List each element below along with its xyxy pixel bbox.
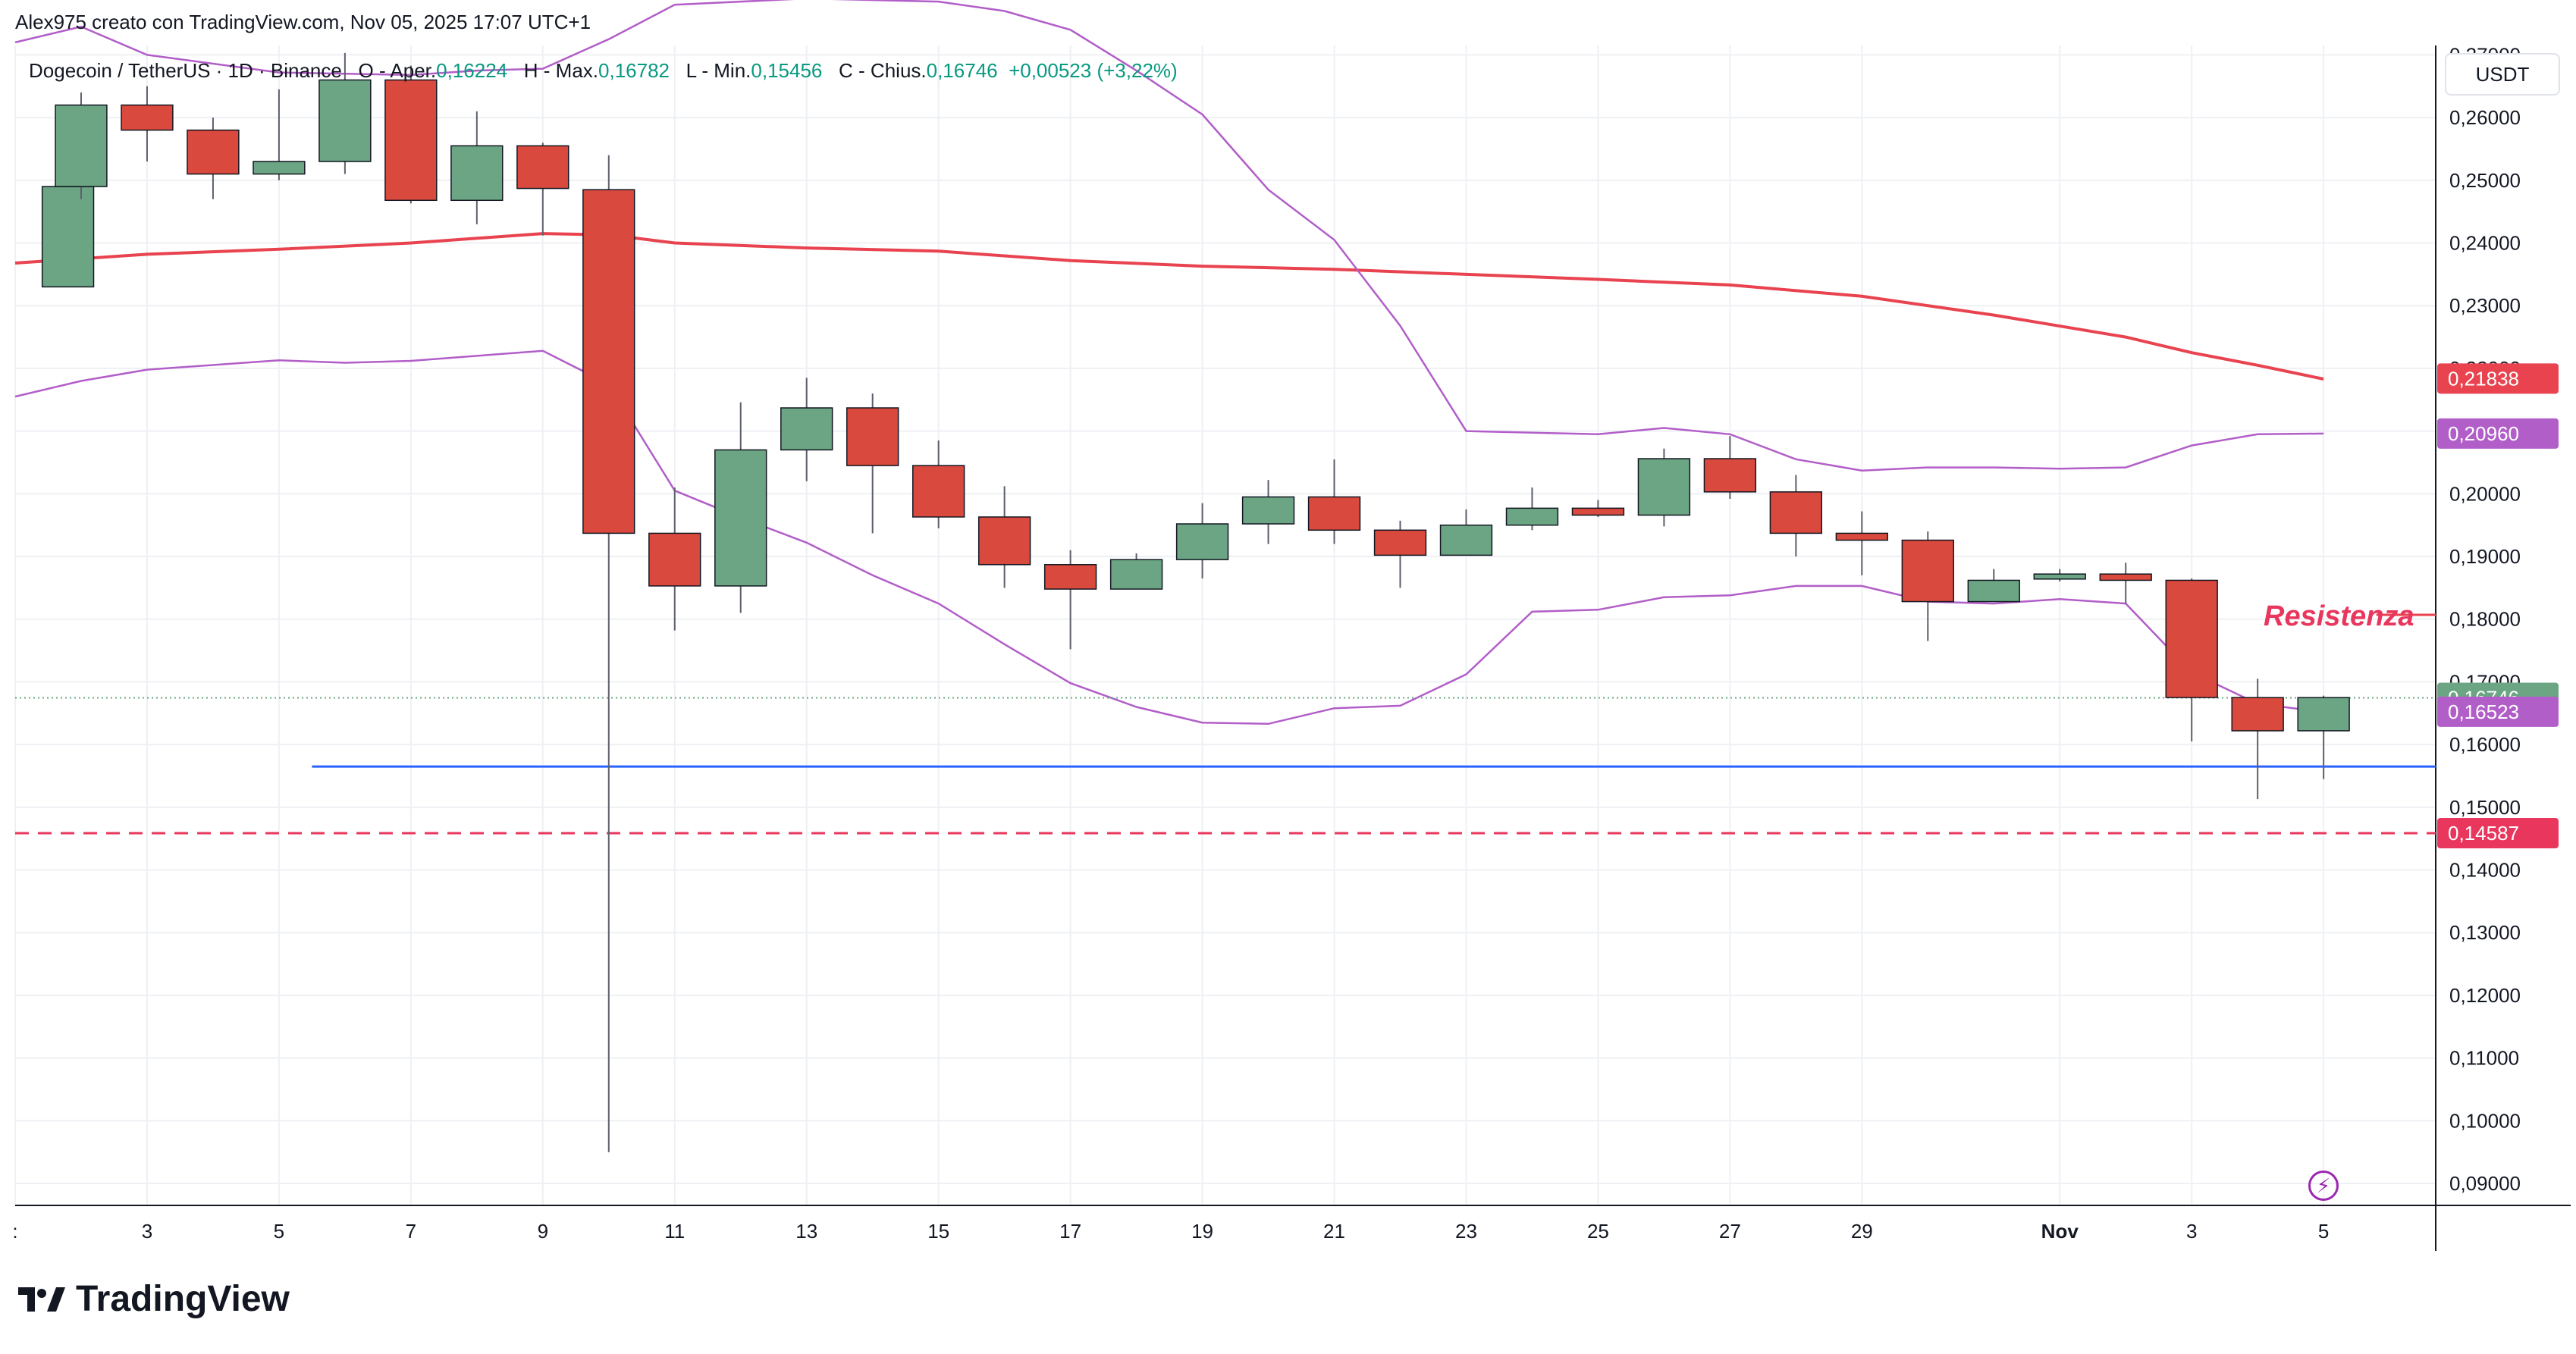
candle-body (1769, 491, 1823, 534)
time-tick-label: 23 (1455, 1220, 1477, 1243)
candle-body (318, 79, 372, 162)
candle-body (1505, 507, 1559, 526)
time-tick-label: 19 (1191, 1220, 1213, 1243)
candle-body (1835, 532, 1888, 541)
candle-body (2297, 697, 2350, 732)
tradingview-brand[interactable]: TradingView (18, 1278, 290, 1320)
price-label-tag (2437, 363, 2559, 394)
candle-body (1967, 579, 2020, 603)
candle-body (1373, 529, 1427, 556)
candle-body (121, 104, 174, 131)
price-label-text: 0,16523 (2448, 701, 2519, 723)
time-tick-label: 3 (2186, 1220, 2197, 1243)
moving-average-line (14, 232, 2324, 381)
close-value: 0,16746 (926, 59, 998, 82)
candle-body (55, 104, 108, 187)
candle-body (1637, 458, 1691, 516)
upper-band-line (14, 0, 2324, 472)
lightning-icon[interactable]: ⚡ (2308, 1171, 2339, 1201)
price-label-text: 0,21838 (2448, 367, 2519, 390)
time-tick-label: 11 (664, 1220, 685, 1243)
price-tick-label: 0,09000 (2449, 1172, 2521, 1195)
time-tick-label: 7 (406, 1220, 416, 1243)
price-label-tag (2437, 696, 2559, 727)
time-tick-label: 9 (538, 1220, 548, 1243)
price-tick-label: 0,19000 (2449, 545, 2521, 568)
price-label-tag (2437, 418, 2559, 449)
candle-body (516, 145, 569, 190)
price-tick-label: 0,15000 (2449, 796, 2521, 819)
candle-body (1109, 559, 1163, 590)
price-tick-label: 0,16000 (2449, 733, 2521, 756)
candle-body (2099, 573, 2152, 581)
resistance-annotation[interactable]: Resistenza (2264, 600, 2414, 632)
price-tick-label: 0,20000 (2449, 482, 2521, 505)
tradingview-logo-icon (18, 1287, 65, 1312)
candle-body (714, 449, 767, 587)
high-label: H - Max. (523, 59, 599, 82)
candle-body (253, 161, 306, 175)
time-tick-label: : (12, 1220, 17, 1243)
high-value: 0,16782 (598, 59, 670, 82)
price-label-text: 0,14587 (2448, 822, 2519, 845)
candle-body (780, 407, 833, 451)
candle-body (1307, 496, 1361, 531)
time-tick-label: 15 (927, 1220, 949, 1243)
candle-body (1043, 564, 1097, 590)
time-tick-label: 21 (1323, 1220, 1345, 1243)
lower-band-line (14, 349, 2324, 726)
time-tick-label: Nov (2041, 1220, 2079, 1243)
currency-selector[interactable]: USDT (2445, 53, 2560, 96)
price-label-tag (2437, 817, 2559, 848)
candle-body (187, 129, 240, 175)
candle-body (41, 186, 95, 288)
candle-body (2165, 579, 2218, 698)
price-tick-label: 0,14000 (2449, 859, 2521, 882)
candle-body (648, 532, 701, 587)
time-tick-label: 25 (1587, 1220, 1609, 1243)
candle-body (384, 79, 438, 202)
low-label: L - Min. (686, 59, 751, 82)
candle-body (1439, 524, 1493, 556)
candle-body (1901, 539, 1954, 603)
price-tick-label: 0,25000 (2449, 169, 2521, 192)
time-tick-label: 5 (2318, 1220, 2329, 1243)
candle-body (450, 145, 504, 202)
candle-body (1241, 496, 1295, 525)
price-label-text: 0,20960 (2448, 422, 2519, 445)
price-tick-label: 0,18000 (2449, 608, 2521, 631)
open-value: 0,16224 (436, 59, 508, 82)
candle-body (1571, 507, 1625, 516)
candle-body (1703, 458, 1757, 493)
close-label: C - Chius. (839, 59, 927, 82)
candle-body (846, 407, 899, 466)
time-tick-label: 3 (142, 1220, 152, 1243)
candle-body (2033, 573, 2086, 580)
price-tick-label: 0,24000 (2449, 232, 2521, 255)
candle-body (911, 465, 965, 518)
candle-body (582, 189, 635, 534)
price-tick-label: 0,12000 (2449, 984, 2521, 1007)
price-tick-label: 0,10000 (2449, 1109, 2521, 1132)
time-tick-label: 5 (274, 1220, 284, 1243)
time-tick-label: 17 (1059, 1220, 1081, 1243)
candle-body (977, 516, 1031, 566)
chart-attribution: Alex975 creato con TradingView.com, Nov … (15, 11, 591, 33)
symbol-legend: Dogecoin / TetherUS · 1D · Binance O - A… (29, 59, 1178, 83)
time-tick-label: 27 (1719, 1220, 1741, 1243)
price-tick-label: 0,13000 (2449, 921, 2521, 944)
price-tick-label: 0,26000 (2449, 106, 2521, 129)
tradingview-wordmark: TradingView (76, 1279, 290, 1319)
open-label: O - Aper. (358, 59, 437, 82)
low-value: 0,15456 (751, 59, 823, 82)
candle-body (1175, 523, 1229, 560)
symbol-name[interactable]: Dogecoin / TetherUS · 1D · Binance (29, 59, 342, 82)
candle-body (2231, 697, 2284, 732)
time-tick-label: 13 (795, 1220, 817, 1243)
time-tick-label: 29 (1851, 1220, 1873, 1243)
price-tick-label: 0,11000 (2449, 1047, 2519, 1070)
change-value: +0,00523 (+3,22%) (1009, 59, 1178, 82)
price-tick-label: 0,23000 (2449, 294, 2521, 317)
